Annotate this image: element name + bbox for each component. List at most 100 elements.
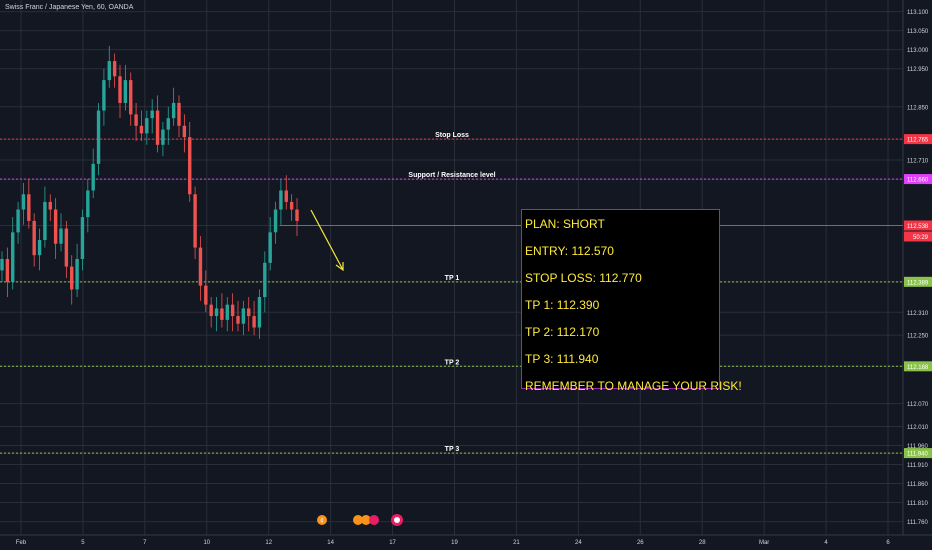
y-tick-label: 113.050 — [907, 29, 929, 35]
candle[interactable] — [27, 179, 31, 229]
candle[interactable] — [145, 110, 149, 145]
candle[interactable] — [171, 87, 176, 126]
candle[interactable] — [166, 106, 170, 145]
candle[interactable] — [279, 179, 283, 225]
candle[interactable] — [0, 251, 4, 282]
candle[interactable] — [48, 194, 52, 221]
candle[interactable] — [193, 186, 197, 259]
candle[interactable] — [263, 251, 267, 313]
candle[interactable] — [225, 297, 229, 332]
level-label: TP 3 — [445, 446, 460, 453]
candle[interactable] — [204, 270, 208, 313]
candle[interactable] — [220, 293, 224, 328]
candle[interactable] — [155, 95, 160, 153]
candle[interactable] — [241, 300, 246, 336]
price-tag-label: 112.660 — [907, 178, 929, 184]
candle[interactable] — [247, 297, 251, 332]
candle[interactable] — [214, 297, 219, 332]
event-icon[interactable] — [317, 515, 327, 525]
candle[interactable] — [86, 179, 90, 233]
candle[interactable] — [11, 217, 15, 290]
x-tick-label: 5 — [81, 540, 85, 546]
plan-line: TP 1: 112.390 — [525, 298, 600, 312]
candle[interactable] — [91, 148, 95, 199]
candle[interactable] — [16, 201, 20, 244]
candle[interactable] — [37, 228, 42, 271]
candle[interactable] — [43, 186, 47, 248]
y-tick-label: 112.070 — [907, 402, 929, 408]
candle[interactable] — [182, 114, 187, 153]
price-tag — [904, 448, 932, 459]
candle[interactable] — [129, 72, 133, 126]
candle[interactable] — [236, 300, 240, 332]
x-tick-label: Feb — [16, 540, 27, 546]
candle[interactable] — [139, 110, 144, 142]
x-tick-label: 12 — [265, 540, 272, 546]
candle[interactable] — [80, 209, 85, 271]
y-tick-label: 112.250 — [907, 334, 929, 340]
candle[interactable] — [134, 102, 138, 142]
y-tick-label: 113.100 — [907, 10, 929, 16]
x-tick-label: 19 — [451, 540, 458, 546]
event-icon[interactable] — [361, 515, 371, 525]
candle[interactable] — [198, 236, 203, 301]
price-tag — [904, 220, 932, 231]
x-tick-label: 7 — [143, 540, 147, 546]
event-icon[interactable] — [353, 515, 363, 525]
level-label: TP 2 — [445, 359, 460, 366]
candle[interactable] — [32, 213, 36, 267]
level-label: TP 1 — [445, 275, 460, 282]
candle[interactable] — [64, 220, 69, 279]
level-label: Support / Resistance level — [408, 172, 495, 179]
price-tag — [904, 134, 932, 145]
candle[interactable] — [123, 64, 128, 111]
symbol-title: Swiss Franc / Japanese Yen, 60, OANDA — [5, 4, 134, 11]
y-tick-label: 111.860 — [907, 482, 928, 488]
trade-plan-box: PLAN: SHORT ENTRY: 112.570 STOP LOSS: 11… — [521, 209, 742, 393]
candle[interactable] — [230, 293, 235, 332]
price-tag — [904, 174, 932, 185]
countdown-tag — [904, 231, 932, 242]
x-tick-label: 4 — [824, 540, 828, 546]
candle[interactable] — [209, 297, 213, 328]
x-tick-label: 24 — [575, 540, 582, 546]
price-tag-label: 112.389 — [907, 280, 929, 286]
candle[interactable] — [59, 213, 63, 252]
candle[interactable] — [102, 68, 106, 126]
candle[interactable] — [112, 53, 117, 88]
candle[interactable] — [289, 194, 294, 221]
candle[interactable] — [21, 182, 26, 225]
candle[interactable] — [96, 102, 101, 176]
candle[interactable] — [5, 247, 10, 298]
candle[interactable] — [295, 198, 299, 237]
plan-line: REMEMBER TO MANAGE YOUR RISK! — [525, 379, 742, 393]
y-tick-label: 112.950 — [907, 67, 929, 73]
y-tick-label: 111.910 — [907, 463, 928, 469]
price-tag-label: 111.940 — [907, 452, 928, 458]
candle[interactable] — [150, 99, 154, 134]
forecast-arrow[interactable] — [310, 209, 344, 271]
candle[interactable] — [252, 300, 256, 336]
y-tick-label: 111.760 — [907, 520, 928, 526]
candle[interactable] — [268, 217, 272, 271]
price-tag-label: 112.168 — [907, 365, 929, 371]
candle[interactable] — [284, 175, 288, 210]
candle[interactable] — [70, 255, 74, 305]
candle[interactable] — [188, 121, 192, 202]
x-tick-label: 21 — [513, 540, 520, 546]
candle[interactable] — [161, 121, 165, 157]
price-tag-label: 112.765 — [907, 138, 929, 144]
y-tick-label: 112.850 — [907, 105, 929, 111]
candle[interactable] — [107, 45, 111, 88]
forecast-arrow-head — [335, 262, 344, 272]
candle[interactable] — [273, 201, 278, 244]
candle[interactable] — [53, 198, 58, 259]
candle[interactable] — [75, 243, 79, 298]
candle[interactable] — [177, 95, 181, 138]
candle[interactable] — [257, 289, 262, 339]
event-icon[interactable] — [369, 515, 379, 525]
y-tick-label: 113.000 — [907, 48, 929, 54]
plan-line: TP 2: 112.170 — [525, 325, 600, 339]
candle[interactable] — [118, 64, 122, 119]
